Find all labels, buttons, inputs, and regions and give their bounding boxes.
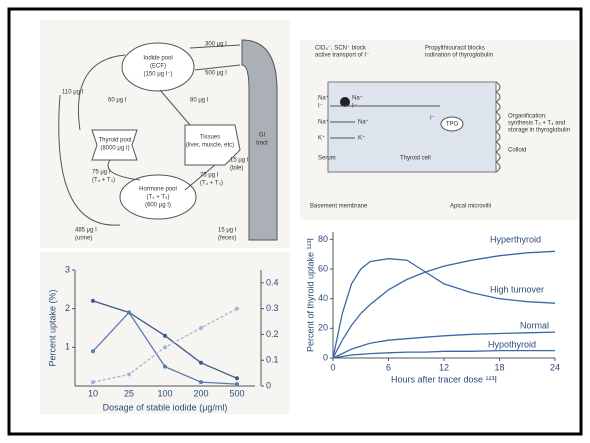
y-tick-label: 80 [318,234,328,244]
slide: Iodide pool (ECF) (150 μg I⁻) 300 μg I 5… [0,0,590,443]
x-tick-label: 25 [124,388,134,398]
x-tick-label: 18 [494,362,504,372]
series-label: Hyperthyroid [490,234,541,244]
label: I⁻ [430,116,435,122]
point [163,365,167,369]
label: 500 μg I [205,71,227,77]
label: Thyroid pool [98,138,131,144]
point [91,299,95,303]
y-axis-label: Percent uptake (%) [47,289,57,366]
point [235,382,239,386]
label: synthesis T₃ + T₄ and [508,121,565,127]
x-axis-label: Dosage of stable iodide (μg/ml) [103,402,228,412]
y-tick-label: 0 [323,352,328,362]
label: Serum [318,156,336,162]
label: tract [256,141,268,147]
label: active transport of I⁻ [315,53,369,59]
x-tick-label: 500 [229,388,244,398]
label: (feces) [218,236,236,242]
y-tick-label: 1 [65,342,70,352]
x-tick-label: 100 [157,388,172,398]
y-tick-label: 60 [318,263,328,273]
label: Propylthiouracil blocks [425,46,485,52]
label: ClO₄⁻, SCN⁻ block [315,46,367,52]
y2-tick-label: 0.3 [266,303,279,313]
y-tick-label: 2 [65,303,70,313]
thyroid-cell-diagram: ClO₄⁻, SCN⁻ block active transport of I⁻… [300,40,578,220]
x-tick-label: 24 [550,362,560,372]
label: Na⁺ [358,119,369,126]
label: Iodide pool [143,56,172,62]
x-tick-label: 12 [439,362,449,372]
y2-tick-label: 0.2 [266,329,279,339]
y2-tick-label: 0 [266,380,271,390]
x-tick-label: 200 [193,388,208,398]
label: Colloid [508,148,526,154]
label: (urine) [75,236,92,242]
page: Iodide pool (ECF) (150 μg I⁻) 300 μg I 5… [0,0,590,443]
label: 80 μg I [190,98,209,104]
point [163,334,167,338]
label: Thyroid cell [400,156,431,162]
point [199,361,203,365]
label: Tissues [200,135,220,141]
label: (600 μg I) [145,203,171,209]
label: Organification; [508,114,547,120]
label: (T₄ + T₃) [92,178,115,184]
label: 110 μg I [62,90,84,96]
point [199,380,203,384]
y-tick-label: 3 [65,264,70,274]
label: K⁺ [318,135,325,142]
label: (ECF) [150,64,166,70]
label: 15 μg I [218,228,237,234]
point [127,311,131,315]
x-tick-label: 10 [88,388,98,398]
label: 300 μg I [205,42,227,48]
label: (8000 μg I) [100,146,129,152]
label: I⁻ [318,104,323,110]
label: Apical microvilli [450,204,491,210]
label: (bile) [230,166,243,172]
label: (T₄ + T₃) [147,195,170,201]
label: GI [259,133,266,139]
label: 15 μg I [230,158,249,164]
label: storage in thyroglobulin [508,128,570,134]
iodine-cycle-diagram: Iodide pool (ECF) (150 μg I⁻) 300 μg I 5… [40,20,290,248]
label: I⁻ [352,104,357,110]
label: 485 μg I [75,228,97,234]
point [235,307,239,311]
series-label: High turnover [490,284,544,294]
label: Basement membrane [310,204,368,210]
point [91,380,95,384]
label: K⁺ [358,135,365,142]
label: 75 μg I [200,173,219,179]
point [199,326,203,330]
label: Na⁺ [318,95,329,102]
label: TPO [446,122,459,128]
label: (T₄ + T₃) [200,181,223,187]
label: 75 μg I [92,170,111,176]
y2-tick-label: 0.4 [266,277,279,287]
label: iodination of thyroglobulin [425,53,493,59]
label: Hormone pool [139,187,177,193]
point [127,372,131,376]
y-tick-label: 20 [318,323,328,333]
x-tick-label: 0 [330,362,335,372]
x-axis-label: Hours after tracer dose ¹²³I [391,374,497,384]
label: 60 μg I [108,98,127,104]
series-label: Normal [520,320,549,330]
y-axis-label: Percent of thyroid uptake ¹²³I [305,238,315,352]
point [163,345,167,349]
x-tick-label: 6 [386,362,391,372]
label: Na⁺ [318,119,329,126]
label: (150 μg I⁻) [144,72,173,78]
y2-tick-label: 0.1 [266,355,279,365]
point [235,376,239,380]
point [91,349,95,353]
series-label: Hypothyroid [488,339,536,349]
y-tick-label: 40 [318,293,328,303]
label: (liver, muscle, etc) [186,143,234,149]
label: Na⁺ [352,95,363,102]
